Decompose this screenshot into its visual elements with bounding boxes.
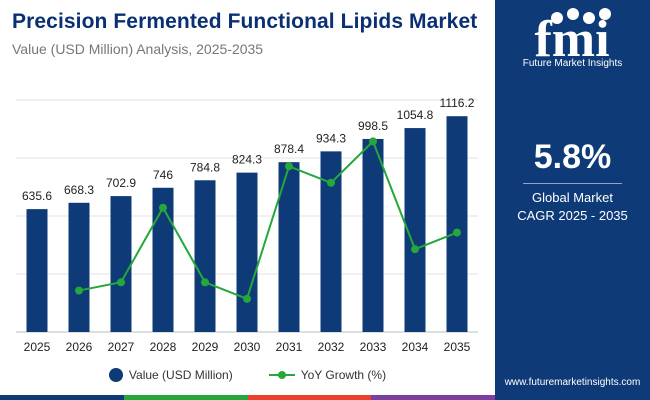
website-link[interactable]: www.futuremarketinsights.com [504,377,641,388]
growth-point [453,228,461,237]
x-tick-label: 2027 [108,340,135,354]
logo-dot-icon [567,8,579,20]
legend-bar-swatch [108,368,123,382]
growth-point [411,245,419,254]
bar [110,196,132,332]
cagr-divider [523,183,622,184]
growth-point [327,178,335,187]
bar-value-label: 702.9 [106,176,136,190]
x-tick-label: 2033 [360,340,387,354]
chart-title: Precision Fermented Functional Lipids Ma… [12,10,478,33]
bar [278,162,300,332]
growth-point [243,294,251,303]
bottom-bar-segment [371,395,495,400]
bar [68,202,90,332]
bottom-bar-segment [0,395,124,400]
fmi-logo: fmi [534,8,611,68]
x-tick-label: 2034 [402,340,429,354]
logo-dot-icon [599,8,611,20]
bar-value-label: 668.3 [64,183,94,197]
growth-point [159,203,167,212]
bar-value-label: 746 [153,168,173,182]
x-tick-label: 2032 [318,340,345,354]
x-tick-label: 2028 [150,340,177,354]
bar-value-label: 635.6 [22,189,52,203]
bar [320,151,342,332]
x-tick-label: 2025 [24,340,51,354]
bar [404,128,426,332]
bar-value-label: 1054.8 [397,108,434,122]
x-tick-label: 2031 [276,340,303,354]
legend-line-swatch [268,369,295,381]
x-tick-label: 2030 [234,340,261,354]
bottom-color-bar [0,395,495,400]
summary-panel: fmi Future Market Insights 5.8% Global M… [495,0,650,400]
growth-point [285,162,293,171]
bar [194,180,216,332]
legend-item-value: Value (USD Million) [108,368,233,382]
growth-point [75,286,83,295]
cagr-label-line1: Global Market [532,190,613,205]
legend-item-growth: YoY Growth (%) [268,368,387,382]
x-tick-label: 2035 [444,340,471,354]
chart-legend: Value (USD Million) YoY Growth (%) [0,368,495,382]
bar-value-label: 878.4 [274,142,304,156]
bar-value-label: 784.8 [190,160,220,174]
x-tick-label: 2026 [66,340,93,354]
cagr-label-line2: CAGR 2025 - 2035 [517,208,628,223]
bar [152,187,174,332]
logo-dot-icon [583,12,595,24]
legend-line-label: YoY Growth (%) [300,368,387,382]
bar [236,172,258,332]
bottom-bar-segment [247,395,372,400]
cagr-label: Global Market CAGR 2025 - 2035 [495,189,650,225]
bar-value-label: 824.3 [232,153,262,167]
bar [446,116,468,333]
chart-subtitle: Value (USD Million) Analysis, 2025-2035 [12,41,264,57]
bar [26,209,48,332]
growth-point [117,278,125,287]
growth-line [78,139,458,301]
cagr-value: 5.8% [533,138,612,176]
legend-bar-label: Value (USD Million) [128,368,233,382]
x-tick-label: 2029 [192,340,219,354]
bottom-bar-segment [123,395,248,400]
bar-value-label: 1116.2 [440,96,475,110]
bar-value-label: 998.5 [358,119,388,133]
growth-point [201,278,209,287]
bar [362,138,384,332]
logo-text: fmi [534,11,609,68]
logo-dot-icon [551,12,563,24]
bar-value-label: 934.3 [316,131,346,145]
logo-caption: Future Market Insights [522,58,623,69]
market-chart: 635.6 2025 668.3 2026 702.9 2027 746 2028 784.8 2… [16,96,478,354]
growth-point [369,137,377,146]
